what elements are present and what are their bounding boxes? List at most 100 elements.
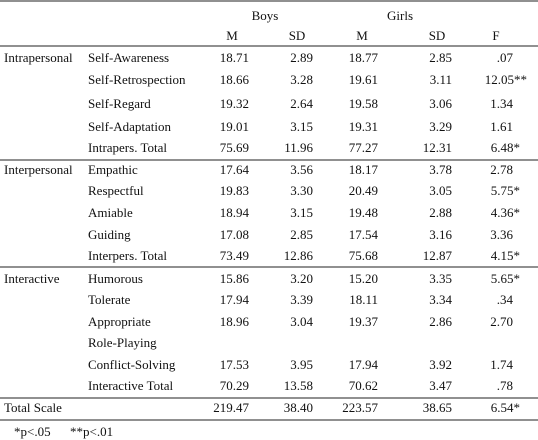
row-label: Conflict-Solving <box>88 357 176 372</box>
cell: 2.85 <box>290 227 313 242</box>
cell: 17.08 <box>220 227 249 242</box>
row-label: Self-Adaptation <box>88 119 172 134</box>
group-label: Total Scale <box>4 400 62 415</box>
cell: 18.11 <box>349 292 378 307</box>
cell: 3.06 <box>429 96 452 111</box>
row-label: Respectful <box>88 183 144 198</box>
cell: 15.20 <box>349 271 378 286</box>
cell: 75.68 <box>349 248 378 263</box>
cell: 18.96 <box>220 314 250 329</box>
header-girls: Girls <box>387 8 413 23</box>
cell: 18.77 <box>349 50 379 65</box>
cell: 13.58 <box>284 378 313 393</box>
row-label: Self-Retrospection <box>88 72 186 87</box>
cell: 2.86 <box>429 314 452 329</box>
group-label: Interpersonal <box>4 162 73 177</box>
cell: 4.15* <box>491 248 520 263</box>
cell: 3.36 <box>490 227 513 242</box>
cell: 19.48 <box>349 205 378 220</box>
cell: 17.53 <box>220 357 249 372</box>
row-label: Humorous <box>88 271 143 286</box>
row-label: Interactive Total <box>88 378 174 393</box>
cell: 12.31 <box>423 140 452 155</box>
cell: 3.28 <box>290 72 313 87</box>
cell: 70.29 <box>220 378 249 393</box>
cell: 3.05 <box>429 183 452 198</box>
cell: 3.39 <box>290 292 313 307</box>
row-label: Guiding <box>88 227 131 242</box>
row-label: Empathic <box>88 162 138 177</box>
cell: 70.62 <box>349 378 378 393</box>
footnote: *p<.05 <box>14 424 51 439</box>
cell: 1.34 <box>490 96 513 111</box>
cell: .07 <box>497 50 514 65</box>
row-label: Role-Playing <box>88 335 157 350</box>
cell: .34 <box>497 292 514 307</box>
cell: 223.57 <box>342 400 378 415</box>
column-header: M <box>356 28 368 43</box>
row-label: Self-Awareness <box>88 50 169 65</box>
cell: 2.88 <box>429 205 452 220</box>
cell: 3.04 <box>290 314 313 329</box>
cell: 20.49 <box>349 183 378 198</box>
cell: 18.66 <box>220 72 250 87</box>
cell: 15.86 <box>220 271 250 286</box>
cell: 3.47 <box>429 378 452 393</box>
footnote: **p<.01 <box>70 424 113 439</box>
cell: 75.69 <box>220 140 249 155</box>
cell: 18.17 <box>349 162 379 177</box>
cell: 12.86 <box>284 248 314 263</box>
row-label: Self-Regard <box>88 96 151 111</box>
cell: 3.35 <box>429 271 452 286</box>
cell: 3.92 <box>429 357 452 372</box>
row-label: Intrapers. Total <box>88 140 167 155</box>
group-label: Intrapersonal <box>4 50 73 65</box>
cell: 19.37 <box>349 314 379 329</box>
cell: 17.54 <box>349 227 379 242</box>
group-label: Interactive <box>4 271 60 286</box>
cell: 2.64 <box>290 96 313 111</box>
cell: 6.54* <box>491 400 520 415</box>
cell: 19.32 <box>220 96 249 111</box>
cell: 17.64 <box>220 162 250 177</box>
cell: 219.47 <box>213 400 249 415</box>
cell: 17.94 <box>349 357 379 372</box>
row-label: Appropriate <box>88 314 151 329</box>
cell: 3.78 <box>429 162 452 177</box>
cell: .78 <box>497 378 513 393</box>
cell: 4.36* <box>491 205 520 220</box>
cell: 6.48* <box>491 140 520 155</box>
cell: 3.30 <box>290 183 313 198</box>
cell: 19.01 <box>220 119 249 134</box>
cell: 3.95 <box>290 357 313 372</box>
cell: 19.58 <box>349 96 378 111</box>
cell: 11.96 <box>284 140 313 155</box>
cell: 2.78 <box>490 162 513 177</box>
cell: 3.16 <box>429 227 452 242</box>
cell: 3.15 <box>290 119 313 134</box>
cell: 73.49 <box>220 248 249 263</box>
header-boys: Boys <box>252 8 279 23</box>
cell: 1.74 <box>490 357 513 372</box>
cell: 3.34 <box>429 292 452 307</box>
row-label: Tolerate <box>88 292 131 307</box>
cell: 18.71 <box>220 50 249 65</box>
column-header: M <box>226 28 238 43</box>
cell: 12.87 <box>423 248 453 263</box>
cell: 5.65* <box>491 271 520 286</box>
cell: 18.94 <box>220 205 250 220</box>
cell: 2.89 <box>290 50 313 65</box>
cell: 19.31 <box>349 119 378 134</box>
cell: 3.29 <box>429 119 452 134</box>
cell: 12.05** <box>485 72 527 87</box>
column-header: SD <box>289 28 306 43</box>
cell: 17.94 <box>220 292 250 307</box>
cell: 1.61 <box>490 119 513 134</box>
row-label: Amiable <box>88 205 133 220</box>
cell: 38.65 <box>423 400 452 415</box>
row-label: Interpers. Total <box>88 248 167 263</box>
cell: 3.20 <box>290 271 313 286</box>
cell: 2.85 <box>429 50 452 65</box>
cell: 19.61 <box>349 72 378 87</box>
